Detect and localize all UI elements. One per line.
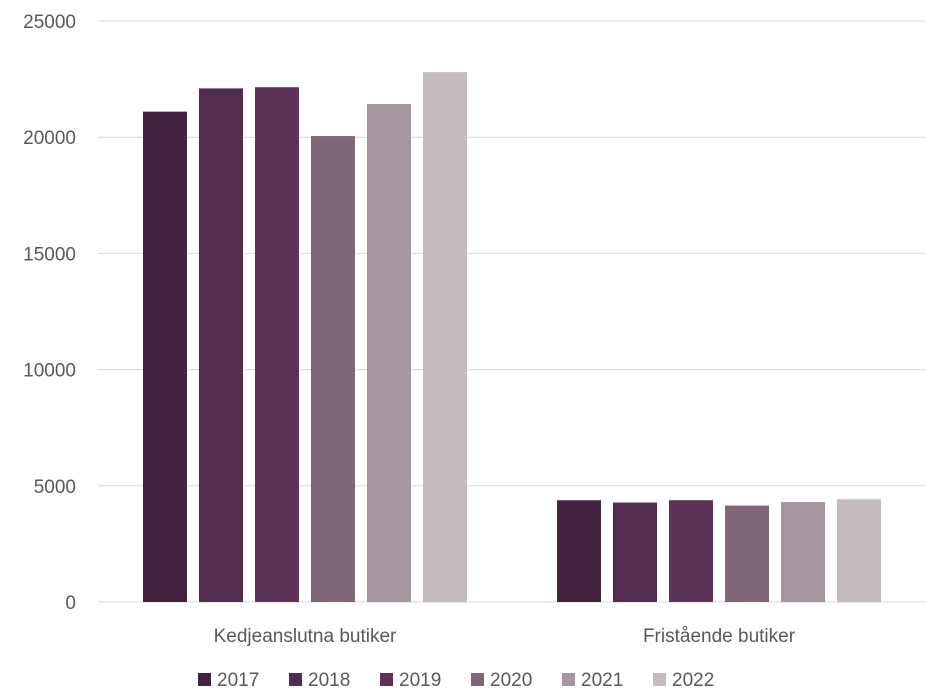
y-axis-tick-labels: 0 5000 10000 15000 20000 25000 <box>23 12 76 614</box>
legend-label: 2018 <box>308 670 350 691</box>
y-tick-label: 15000 <box>23 244 76 265</box>
legend-label: 2020 <box>490 670 532 691</box>
legend-item-2019: 2019 <box>380 670 441 691</box>
x-axis-category-labels: Kedjeanslutna butiker Fristående butiker <box>214 626 796 647</box>
x-category-label: Fristående butiker <box>643 626 796 647</box>
legend-item-2018: 2018 <box>289 670 350 691</box>
legend-label: 2021 <box>581 670 623 691</box>
legend-item-2022: 2022 <box>653 670 714 691</box>
y-tick-label: 0 <box>65 593 76 614</box>
legend-item-2021: 2021 <box>562 670 623 691</box>
legend-swatch <box>471 673 484 686</box>
y-tick-label: 10000 <box>23 361 76 382</box>
legend-label: 2022 <box>672 670 714 691</box>
y-tick-label: 25000 <box>23 12 76 33</box>
bar-2017-fristaende <box>557 500 601 602</box>
bar-2022-kedjeanslutna <box>423 72 467 603</box>
bar-2020-kedjeanslutna <box>311 136 355 602</box>
y-tick-label: 20000 <box>23 128 76 149</box>
legend-label: 2019 <box>399 670 441 691</box>
bar-2021-fristaende <box>781 502 825 602</box>
bar-2019-kedjeanslutna <box>255 87 299 602</box>
bar-2018-fristaende <box>613 502 657 602</box>
legend-swatch <box>198 673 211 686</box>
bar-2018-kedjeanslutna <box>199 88 243 602</box>
bars <box>143 72 881 603</box>
legend-item-2017: 2017 <box>198 670 259 691</box>
legend-swatch <box>653 673 666 686</box>
legend-swatch <box>289 673 302 686</box>
legend-swatch <box>380 673 393 686</box>
legend-label: 2017 <box>217 670 259 691</box>
y-tick-label: 5000 <box>34 477 76 498</box>
legend: 2017 2018 2019 2020 2021 2022 <box>198 670 714 691</box>
legend-item-2020: 2020 <box>471 670 532 691</box>
bar-2021-kedjeanslutna <box>367 103 411 602</box>
x-category-label: Kedjeanslutna butiker <box>214 626 397 647</box>
legend-swatch <box>562 673 575 686</box>
bar-2022-fristaende <box>837 499 881 602</box>
bar-2020-fristaende <box>725 505 769 602</box>
bar-2017-kedjeanslutna <box>143 111 187 603</box>
bar-2019-fristaende <box>669 500 713 602</box>
